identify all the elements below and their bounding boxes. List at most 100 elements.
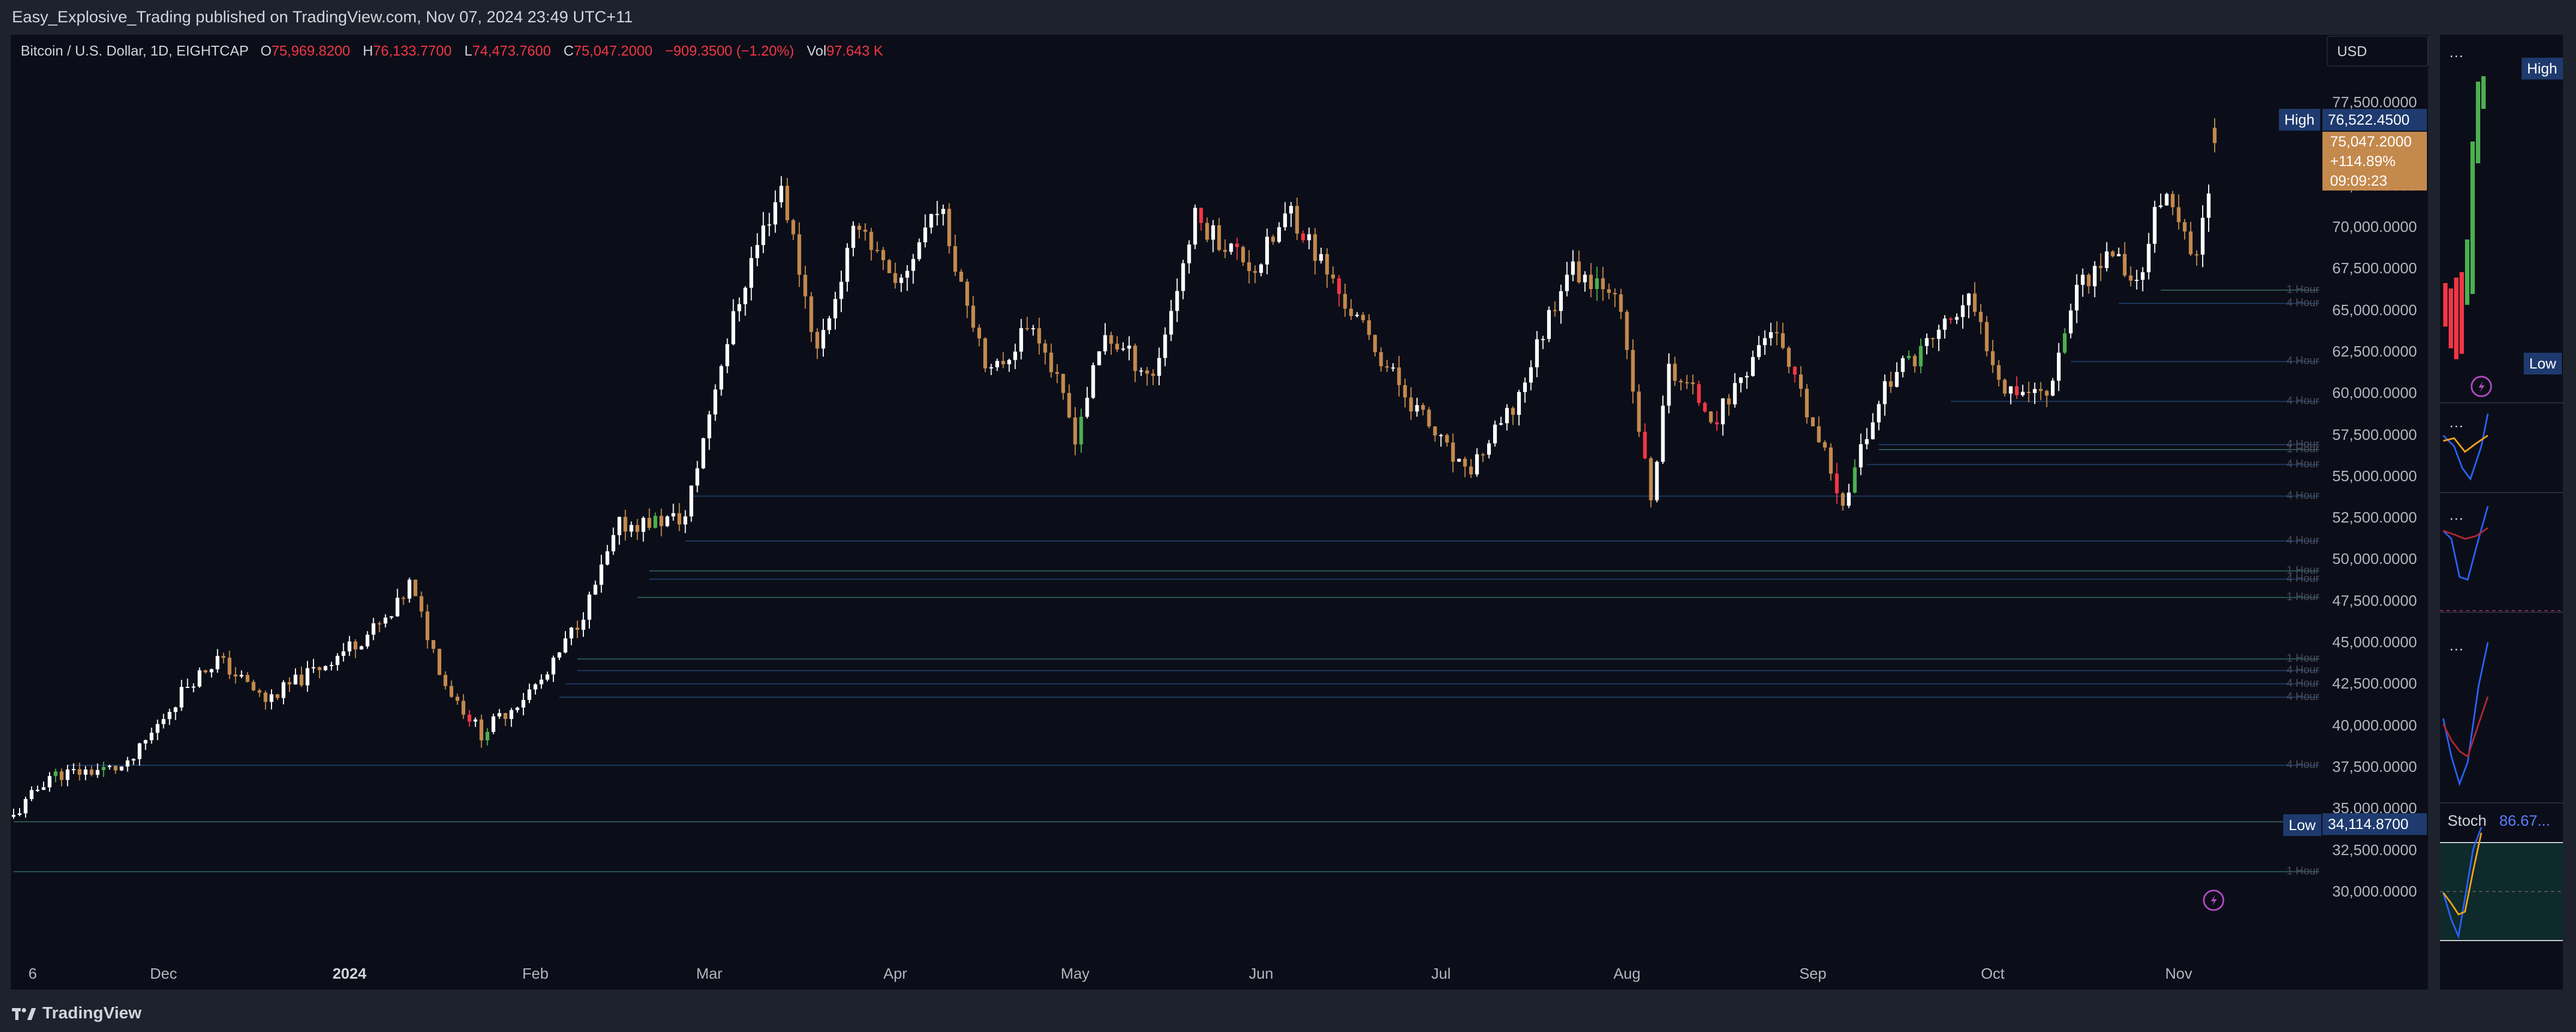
candle-body: [1499, 423, 1503, 425]
mini-candle: [2449, 288, 2453, 348]
footer-bar: [0, 990, 2576, 1032]
candle-body: [180, 687, 184, 708]
more-icon[interactable]: …: [2449, 414, 2464, 431]
candle-body: [2159, 205, 2163, 207]
candle-body: [791, 220, 796, 235]
candle-body: [1661, 406, 1665, 462]
candle-body: [1001, 361, 1006, 365]
candle-body: [1403, 385, 1407, 398]
time-tick-label: Feb: [522, 965, 549, 982]
more-icon[interactable]: …: [2449, 637, 2464, 654]
candle-body: [1853, 467, 1857, 493]
candle-body: [503, 712, 508, 719]
candle-body: [1055, 372, 1059, 374]
candle-body: [509, 710, 514, 719]
candle-body: [1481, 454, 1485, 456]
more-icon[interactable]: …: [2449, 506, 2464, 523]
level-label: 4 Hour: [2287, 395, 2319, 407]
time-tick-label: Nov: [2165, 965, 2192, 982]
price-tick-label: 45,000.0000: [2332, 634, 2417, 651]
candle-body: [977, 327, 981, 339]
candle-body: [1151, 373, 1155, 376]
currency-label: USD: [2337, 43, 2367, 59]
candle-body: [1577, 261, 1581, 282]
candle-body: [803, 274, 808, 297]
candle-body: [2141, 272, 2145, 280]
level-label: 4 Hour: [2287, 573, 2319, 585]
candle-body: [414, 579, 417, 597]
mini-candle: [2443, 283, 2448, 327]
more-icon[interactable]: …: [2449, 44, 2464, 60]
candle-body: [935, 214, 939, 216]
candle-body: [233, 674, 238, 677]
candle-body: [1787, 348, 1791, 367]
candle-body: [1193, 207, 1197, 245]
candle-body: [677, 513, 681, 525]
candle-body: [1697, 384, 1701, 403]
candle-body: [479, 719, 484, 741]
candle-body: [1079, 416, 1083, 445]
candle-body: [1229, 243, 1233, 252]
price-tick-label: 57,500.0000: [2332, 426, 2417, 443]
candle-body: [1613, 293, 1617, 294]
candle-body: [515, 708, 520, 710]
candle-body: [1583, 274, 1587, 282]
mini-candle: [2465, 239, 2469, 305]
price-tick-label: 32,500.0000: [2332, 841, 2417, 858]
candle-body: [593, 585, 597, 595]
level-label: 4 Hour: [2287, 297, 2319, 309]
candle-body: [132, 759, 135, 761]
candle-body: [257, 690, 262, 693]
candle-body: [1139, 370, 1143, 372]
mini-candle: [2470, 142, 2475, 294]
candle-body: [845, 248, 849, 282]
candle-body: [893, 273, 897, 283]
candle-body: [1571, 261, 1575, 275]
candle-body: [671, 513, 675, 517]
candle-body: [41, 787, 46, 790]
candle-body: [1451, 442, 1455, 462]
candle-body: [1427, 409, 1431, 427]
candle-body: [1379, 352, 1383, 366]
candle-body: [605, 551, 609, 565]
candle-body: [2093, 266, 2097, 286]
last-price: 75,047.2000: [2330, 133, 2412, 150]
close-label: C: [563, 42, 574, 59]
candle-body: [1679, 380, 1683, 383]
candle-body: [881, 250, 885, 260]
publish-text: Easy_Explosive_Trading published on Trad…: [12, 8, 633, 26]
candle-body: [1955, 317, 1959, 320]
candle-body: [869, 231, 873, 250]
candle-body: [1841, 493, 1845, 506]
currency-selector[interactable]: USD: [2327, 36, 2428, 66]
candle-body: [1013, 351, 1018, 360]
candle-body: [1283, 213, 1287, 228]
candle-body: [2038, 389, 2043, 391]
candle-body: [1331, 274, 1335, 279]
candle-body: [1889, 381, 1893, 387]
candle-body: [1391, 367, 1395, 369]
candle-body: [1223, 250, 1227, 252]
candle-body: [1253, 271, 1257, 273]
candle-body: [1385, 366, 1389, 368]
candle-body: [1595, 278, 1599, 290]
candle-body: [965, 281, 969, 306]
candle-body: [1181, 263, 1185, 291]
price-tick-label: 47,500.0000: [2332, 592, 2417, 609]
side-indicator-panel[interactable]: [2440, 35, 2563, 990]
candle-body: [1367, 320, 1371, 335]
candle-body: [665, 516, 669, 526]
candle-body: [1721, 398, 1725, 425]
candle-body: [1475, 454, 1479, 475]
candle-body: [1343, 294, 1347, 309]
price-tick-label: 67,500.0000: [2332, 260, 2417, 277]
candle-body: [1169, 311, 1173, 335]
main-chart-panel[interactable]: [11, 35, 2428, 990]
candle-body: [162, 719, 165, 724]
candle-body: [1247, 262, 1251, 271]
candle-body: [1979, 311, 1983, 322]
candle-body: [1937, 329, 1941, 339]
candle-body: [647, 518, 651, 528]
candle-body: [1901, 358, 1905, 372]
